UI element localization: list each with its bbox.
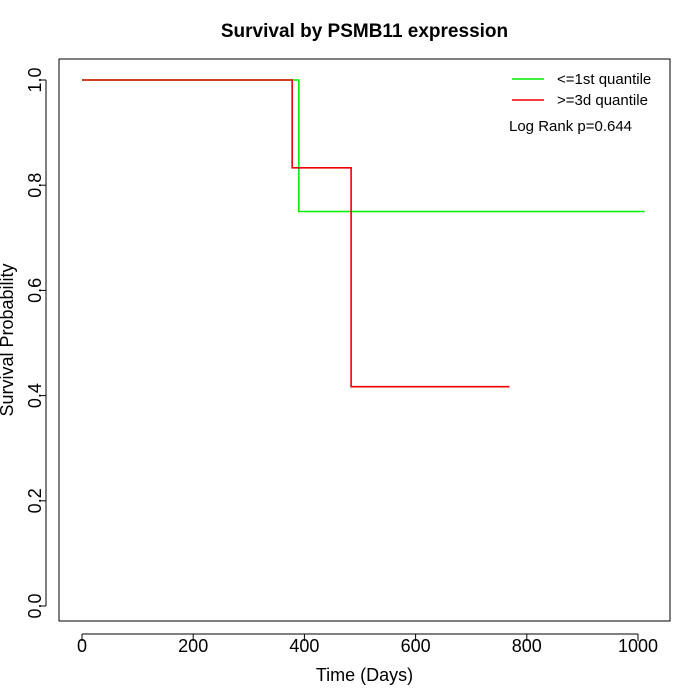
legend-label: <=1st quantile: [557, 71, 651, 88]
x-tick-label: 400: [289, 636, 319, 656]
series-line-2: [82, 79, 510, 388]
x-tick-label: 600: [401, 636, 431, 656]
x-tick-label: 0: [77, 636, 87, 656]
y-tick-label: 0.4: [25, 383, 45, 408]
y-tick-label: 0.8: [25, 173, 45, 198]
x-tick-label: 200: [178, 636, 208, 656]
plot-area-border: [58, 58, 671, 622]
y-tick-label: 0.2: [25, 488, 45, 513]
chart-title: Survival by PSMB11 expression: [221, 21, 508, 42]
x-axis: 0 200 400 600 800 1000: [77, 633, 658, 656]
y-axis-title: Survival Probability: [0, 263, 17, 416]
legend: <=1st quantile >=3d quantile: [512, 71, 651, 109]
x-axis-title: Time (Days): [316, 665, 413, 685]
log-rank-annotation: Log Rank p=0.644: [509, 118, 632, 135]
x-tick-label: 800: [512, 636, 542, 656]
y-tick-label: 1.0: [25, 67, 45, 92]
legend-label: >=3d quantile: [557, 92, 648, 109]
x-tick-label: 1000: [618, 636, 658, 656]
y-axis: 0.0 0.2 0.4 0.6 0.8 1.0: [25, 67, 47, 619]
series-layer: [82, 79, 645, 388]
y-tick-label: 0.0: [25, 593, 45, 618]
y-tick-label: 0.6: [25, 278, 45, 303]
